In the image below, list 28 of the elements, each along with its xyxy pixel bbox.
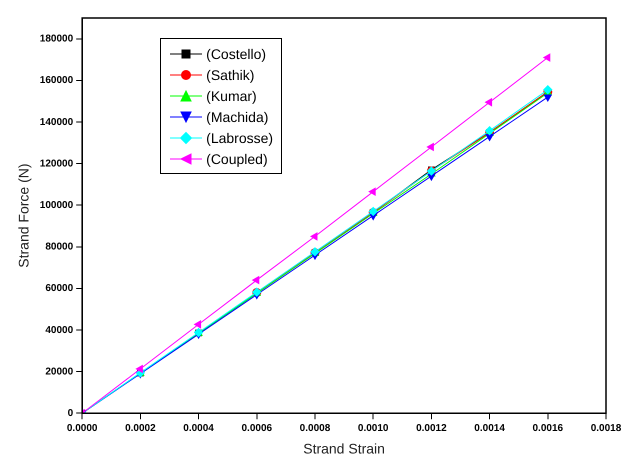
x-tick-label: 0.0014 [474, 422, 506, 434]
y-tick-label: 160000 [40, 75, 74, 86]
legend-label: (Sathik) [206, 66, 254, 82]
legend-label: (Labrosse) [206, 130, 274, 146]
y-tick-label: 20000 [45, 366, 74, 378]
y-tick-label: 40000 [45, 324, 74, 336]
x-tick-label: 0.0010 [358, 422, 389, 434]
y-tick-label: 180000 [40, 34, 74, 45]
x-tick-label: 0.0004 [183, 422, 214, 434]
legend-label: (Kumar) [206, 88, 257, 104]
x-tick-label: 0.0006 [241, 422, 273, 434]
y-tick-label: 120000 [40, 158, 74, 170]
y-tick-label: 60000 [45, 283, 74, 294]
legend-label: (Coupled) [206, 150, 268, 166]
x-tick-label: 0.0002 [125, 422, 156, 434]
y-tick-label: 140000 [40, 116, 74, 128]
x-tick-label: 0.0008 [300, 422, 331, 434]
y-axis-title: Strand Force (N) [15, 163, 32, 268]
y-tick-label: 80000 [45, 242, 74, 253]
y-tick-label: 100000 [40, 200, 74, 211]
x-axis-title: Strand Strain [303, 440, 385, 456]
x-tick-label: 0.0016 [532, 422, 564, 434]
x-tick-label: 0.0018 [590, 422, 622, 434]
y-tick-label: 0 [68, 408, 74, 419]
legend-label: (Machida) [206, 108, 268, 124]
x-tick-label: 0.0000 [66, 422, 98, 434]
x-tick-label: 0.0012 [416, 422, 448, 434]
legend-label: (Costello) [206, 46, 266, 62]
